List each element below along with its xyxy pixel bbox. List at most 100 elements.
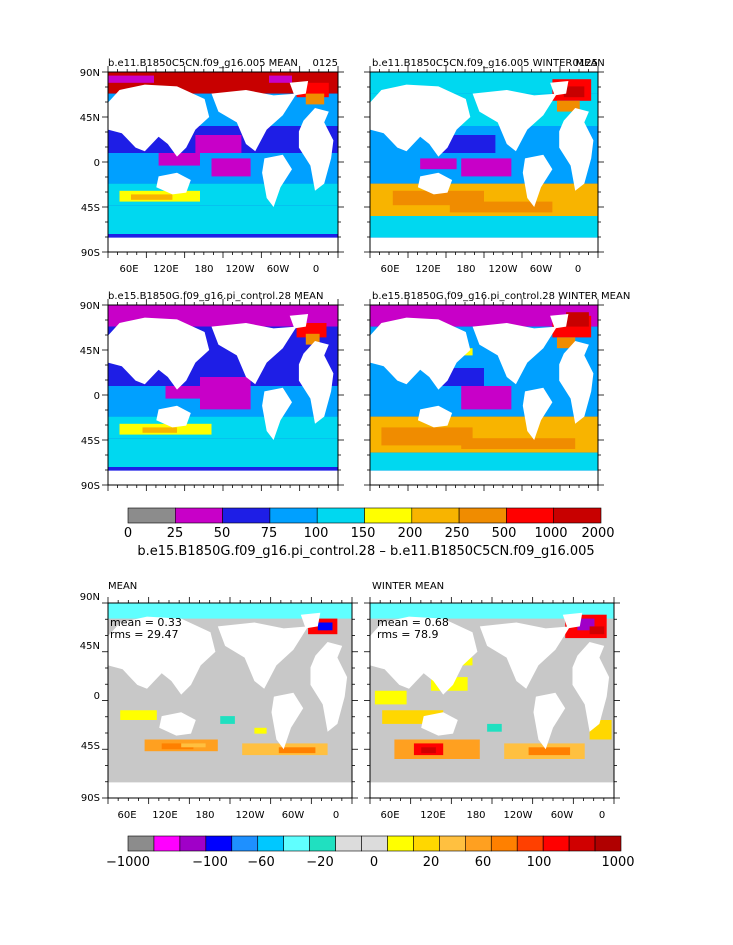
colorbar-diff-swatch xyxy=(594,835,622,852)
x-tick-label-120W: 120W xyxy=(236,810,265,821)
land-mass xyxy=(108,317,210,390)
land-mass xyxy=(370,84,471,157)
map-panel-2-yticks xyxy=(102,304,344,486)
land-mass xyxy=(108,616,216,695)
colorbar-diff-swatch xyxy=(283,835,310,852)
field-cell xyxy=(254,727,267,734)
land-mass xyxy=(370,616,478,695)
land-mass xyxy=(262,154,292,207)
colorbar-top-swatch xyxy=(458,507,507,524)
colorbar-diff-swatch xyxy=(361,835,388,852)
colorbar-diff-swatch xyxy=(205,835,233,852)
land-mass xyxy=(522,154,553,207)
colorbar-top-label-5: 150 xyxy=(351,526,376,541)
x-tick-label-0: 0 xyxy=(333,810,339,821)
field-cell xyxy=(200,377,251,410)
field-cell xyxy=(195,135,242,153)
colorbar-diff: −1000 −100 −60 −20 0 20 60 100 1000 xyxy=(106,835,635,870)
colorbar-diff-swatch xyxy=(179,835,207,852)
field-cell xyxy=(556,337,576,349)
panel-title-0: b.e11.B1850C5CN.f09_g16.005 MEAN xyxy=(108,58,298,69)
colorbar-diff-label-3: −20 xyxy=(306,855,333,870)
map-panel-0-xticks xyxy=(107,66,339,258)
field-cell xyxy=(461,438,576,449)
land-mass xyxy=(159,712,196,736)
land-mass xyxy=(108,782,352,798)
colorbar-diff-label-7: 100 xyxy=(527,855,552,870)
land-mass xyxy=(370,317,471,390)
land-mass xyxy=(298,341,334,424)
map-panel-5-land xyxy=(370,612,614,798)
field-cell xyxy=(563,86,585,98)
colorbar-diff-swatches xyxy=(127,835,622,852)
field-cell xyxy=(461,158,512,177)
field-cell xyxy=(161,743,194,750)
map-panel-2-land xyxy=(108,314,338,485)
colorbar-diff-label-6: 60 xyxy=(475,855,492,870)
map-panel-1-xticks xyxy=(369,66,599,258)
land-mass xyxy=(421,712,458,736)
colorbar-top-swatch xyxy=(175,507,223,524)
colorbar-top-label-4: 100 xyxy=(304,526,329,541)
colorbar-top-swatch xyxy=(222,507,271,524)
field-cell xyxy=(461,386,512,410)
field-cell xyxy=(131,194,173,200)
y-tick-label-0: 0 xyxy=(94,391,100,402)
map-panel-1-land xyxy=(370,81,598,252)
land-mass xyxy=(472,90,557,152)
land-mass xyxy=(289,81,309,96)
x-tick-label-120E: 120E xyxy=(420,810,445,821)
colorbar-top-label-10: 2000 xyxy=(581,526,614,541)
colorbar-top-swatch xyxy=(269,507,318,524)
colorbar-top-swatch xyxy=(127,507,176,524)
field-cell xyxy=(589,626,605,635)
y-tick-label-45S: 45S xyxy=(81,436,100,447)
land-mass xyxy=(108,470,338,485)
land-mass xyxy=(550,314,569,329)
field-cell xyxy=(158,153,200,166)
panel-title-1: b.e11.B1850C5CN.f09_g16.005 WINTER MEAN xyxy=(372,58,605,69)
y-tick-label-0: 0 xyxy=(94,691,100,702)
colorbar-diff-label-5: 20 xyxy=(423,855,440,870)
y-tick-label-90S: 90S xyxy=(81,248,100,259)
colorbar-top-label-8: 500 xyxy=(492,526,517,541)
land-mass xyxy=(417,405,453,428)
map-panel-4-land xyxy=(108,612,352,798)
y-tick-label-90S: 90S xyxy=(81,793,100,804)
colorbar-diff-swatch xyxy=(335,835,362,852)
panel-title-3: b.e15.B1850G.f09_g16.pi_control.28 WINTE… xyxy=(372,291,630,302)
colorbar-diff-swatch xyxy=(153,835,181,852)
land-mass xyxy=(533,692,566,750)
map-panel-3-land xyxy=(370,314,598,485)
map-panel-0: 90N 45N 0 45S 90S 60E 120E 180 120W 60W … xyxy=(80,66,344,275)
panel-title-5: WINTER MEAN xyxy=(372,581,444,592)
colorbar-top-label-7: 250 xyxy=(445,526,470,541)
field-cell xyxy=(181,743,206,748)
land-mass xyxy=(310,642,348,732)
field-cell xyxy=(370,603,614,619)
land-mass xyxy=(108,237,338,252)
land-mass xyxy=(108,84,210,157)
land-mass xyxy=(562,612,583,629)
x-tick-label-180: 180 xyxy=(456,264,475,275)
panel-5-mean-stat: mean = 0.68 xyxy=(377,616,449,629)
field-cell xyxy=(556,100,580,112)
x-tick-label-60W: 60W xyxy=(530,264,553,275)
colorbar-diff-swatch xyxy=(439,835,466,852)
panel-4-mean-stat: mean = 0.33 xyxy=(110,616,182,629)
map-panel-1-yticks xyxy=(364,71,604,253)
map-panel-5-xticks xyxy=(369,597,615,804)
field-cell xyxy=(421,747,436,754)
field-cell xyxy=(566,312,589,327)
map-panel-4-field xyxy=(108,603,352,756)
x-tick-label-60W: 60W xyxy=(282,810,305,821)
map-panel-2-xticks xyxy=(107,299,339,491)
land-mass xyxy=(370,782,614,798)
land-mass xyxy=(559,108,594,191)
colorbar-top-swatch xyxy=(506,507,554,524)
land-mass xyxy=(417,172,453,195)
field-cell xyxy=(211,158,251,177)
map-panel-3-xticks xyxy=(369,299,599,491)
map-panel-5-yticks xyxy=(364,602,620,799)
panel-title-4: MEAN xyxy=(108,581,137,592)
